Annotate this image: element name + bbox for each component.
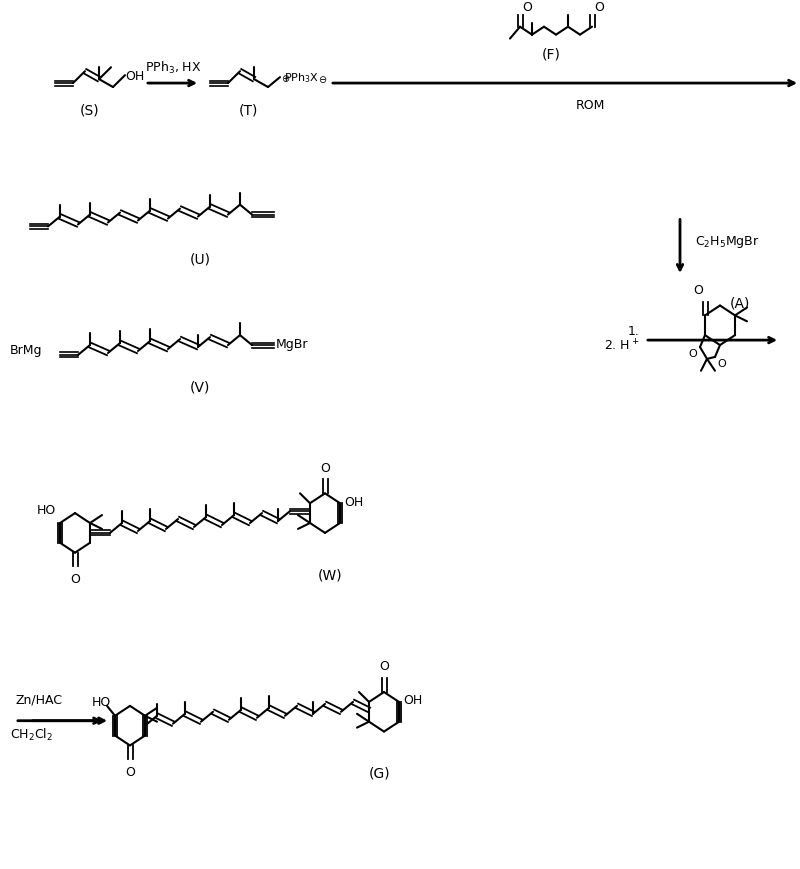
Text: PPh$_3$X: PPh$_3$X — [284, 71, 319, 85]
Text: OH: OH — [403, 693, 422, 706]
Text: BrMg: BrMg — [10, 344, 42, 357]
Text: (A): (A) — [730, 296, 750, 310]
Text: (S): (S) — [80, 103, 100, 117]
Text: (V): (V) — [190, 381, 210, 395]
Text: O: O — [688, 348, 697, 359]
Text: O: O — [320, 461, 330, 474]
Text: PPh$_3$, HX: PPh$_3$, HX — [145, 60, 202, 76]
Text: (U): (U) — [190, 252, 210, 266]
Text: $\ominus$: $\ominus$ — [318, 74, 327, 85]
Text: HO: HO — [92, 695, 111, 708]
Text: OH: OH — [344, 495, 363, 508]
Text: 1.: 1. — [628, 324, 640, 337]
Text: O: O — [70, 573, 80, 586]
Text: C$_2$H$_5$MgBr: C$_2$H$_5$MgBr — [695, 234, 760, 250]
Text: CH$_2$Cl$_2$: CH$_2$Cl$_2$ — [10, 726, 53, 742]
Text: MgBr: MgBr — [276, 337, 309, 350]
Text: O: O — [125, 766, 135, 779]
Text: (T): (T) — [238, 103, 258, 117]
Text: O: O — [379, 660, 389, 673]
Text: (G): (G) — [369, 766, 391, 779]
Text: O: O — [594, 1, 604, 14]
Text: O: O — [693, 283, 703, 296]
Text: O: O — [717, 358, 726, 368]
Text: HO: HO — [37, 503, 56, 516]
Text: $\oplus$: $\oplus$ — [281, 72, 290, 83]
Text: (F): (F) — [542, 48, 561, 62]
Text: (W): (W) — [318, 567, 342, 582]
Text: O: O — [522, 1, 532, 14]
Text: Zn/HAC: Zn/HAC — [15, 693, 62, 706]
Text: 2. H$^+$: 2. H$^+$ — [605, 338, 640, 354]
Text: ROM: ROM — [575, 99, 605, 112]
Text: OH: OH — [125, 70, 144, 83]
